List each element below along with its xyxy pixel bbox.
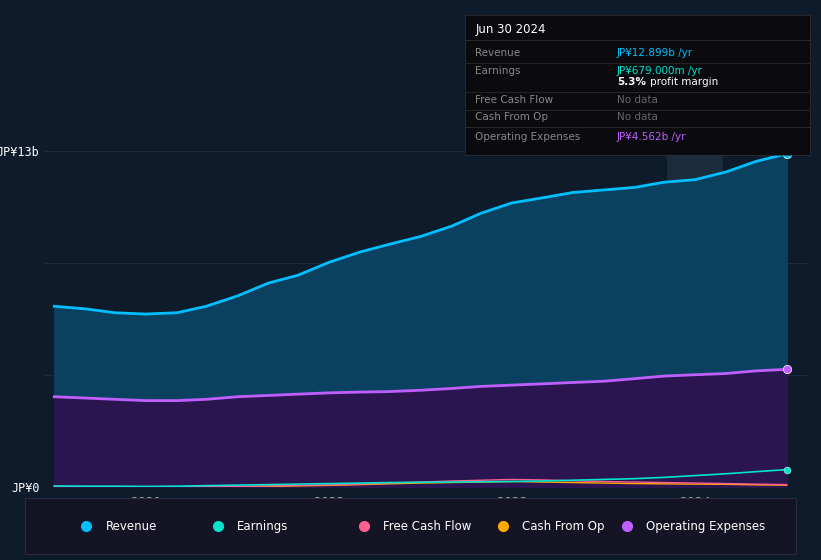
- Text: Revenue: Revenue: [475, 48, 521, 58]
- Text: profit margin: profit margin: [649, 77, 718, 87]
- Text: Cash From Op: Cash From Op: [522, 520, 605, 533]
- Text: Operating Expenses: Operating Expenses: [475, 132, 580, 142]
- Text: No data: No data: [617, 112, 658, 122]
- Text: JP¥12.899b /yr: JP¥12.899b /yr: [617, 48, 693, 58]
- Text: Free Cash Flow: Free Cash Flow: [383, 520, 472, 533]
- Text: JP¥4.562b /yr: JP¥4.562b /yr: [617, 132, 686, 142]
- Text: Revenue: Revenue: [106, 520, 157, 533]
- Text: Earnings: Earnings: [237, 520, 288, 533]
- Text: Cash From Op: Cash From Op: [475, 112, 548, 122]
- Text: 5.3%: 5.3%: [617, 77, 646, 87]
- Text: Jun 30 2024: Jun 30 2024: [475, 22, 546, 35]
- Text: No data: No data: [617, 95, 658, 105]
- Text: Operating Expenses: Operating Expenses: [646, 520, 765, 533]
- Text: Free Cash Flow: Free Cash Flow: [475, 95, 553, 105]
- Text: JP¥679.000m /yr: JP¥679.000m /yr: [617, 66, 703, 76]
- Text: Earnings: Earnings: [475, 66, 521, 76]
